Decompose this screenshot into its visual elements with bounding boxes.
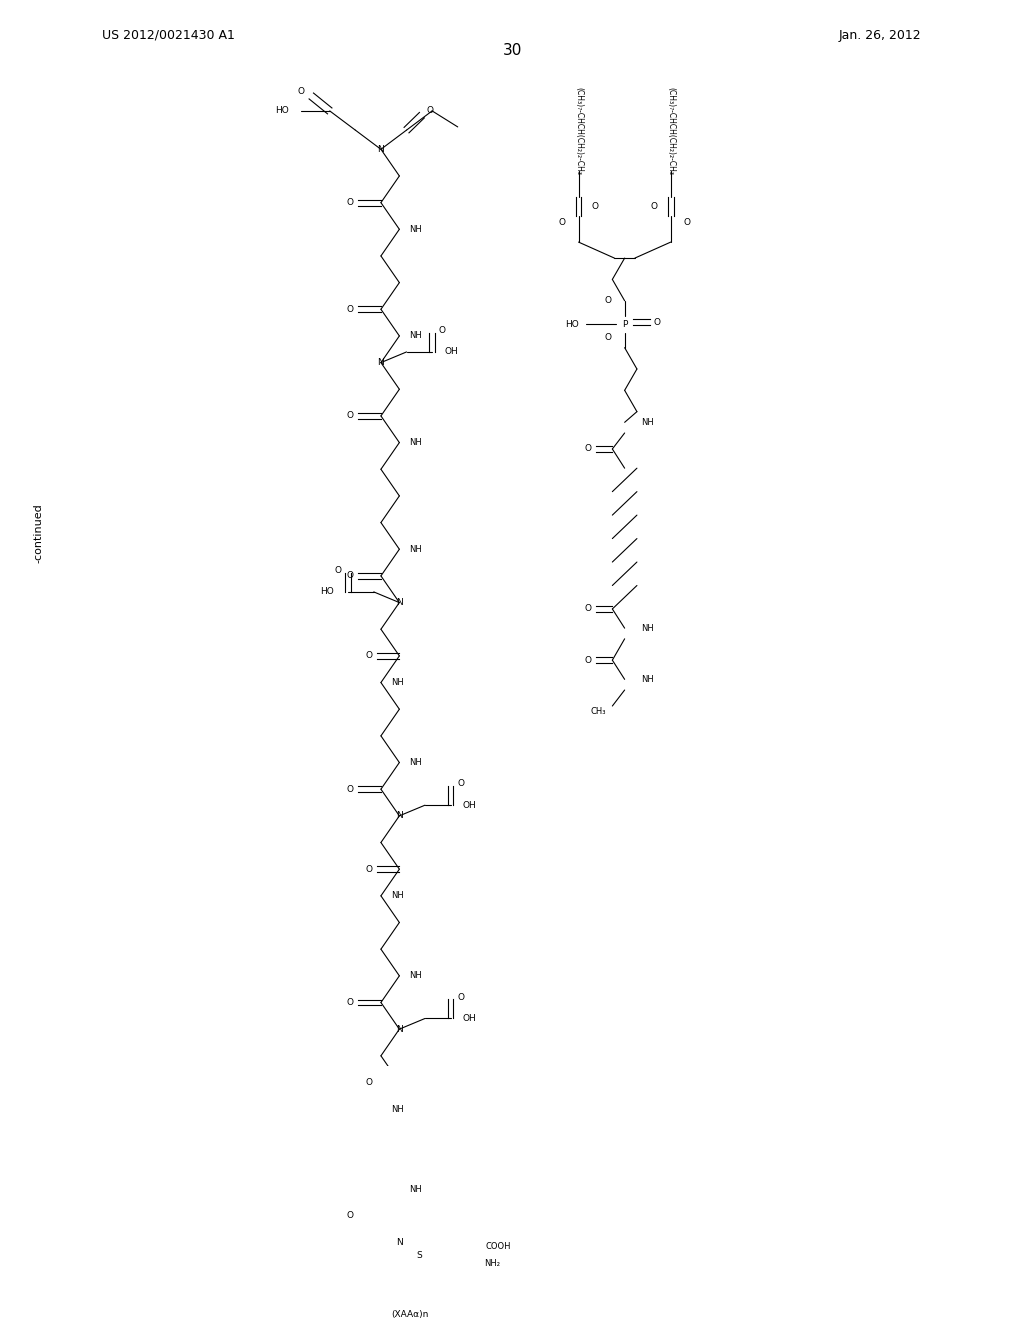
Text: NH₂: NH₂: [483, 1259, 500, 1269]
Text: O: O: [651, 202, 657, 211]
Text: S: S: [417, 1251, 422, 1261]
Text: -continued: -continued: [34, 503, 44, 564]
Text: O: O: [458, 779, 464, 788]
Text: NH: NH: [641, 623, 653, 632]
Text: O: O: [347, 1212, 353, 1220]
Text: O: O: [585, 656, 591, 665]
Text: O: O: [559, 218, 565, 227]
Text: CH₃: CH₃: [591, 706, 606, 715]
Text: N: N: [396, 1238, 402, 1247]
Text: HO: HO: [321, 587, 334, 597]
Text: HO: HO: [565, 319, 579, 329]
Text: O: O: [347, 412, 353, 421]
Text: O: O: [347, 198, 353, 207]
Text: NH: NH: [391, 678, 403, 686]
Text: N: N: [396, 598, 402, 607]
Text: (CH₃)₇-CHCH(CH₂)₂-CH₃: (CH₃)₇-CHCH(CH₂)₂-CH₃: [574, 87, 583, 176]
Text: NH: NH: [641, 675, 653, 684]
Text: N: N: [396, 1024, 402, 1034]
Text: (CH₃)₇-CHCH(CH₂)₂-CH₃: (CH₃)₇-CHCH(CH₂)₂-CH₃: [667, 87, 675, 176]
Text: Jan. 26, 2012: Jan. 26, 2012: [839, 29, 922, 42]
Text: O: O: [347, 998, 353, 1007]
Text: OH: OH: [444, 347, 458, 356]
Text: NH: NH: [410, 331, 422, 341]
Text: O: O: [592, 202, 598, 211]
Text: O: O: [605, 333, 611, 342]
Text: O: O: [366, 1078, 372, 1086]
Text: P: P: [622, 319, 628, 329]
Text: NH: NH: [410, 972, 422, 981]
Text: N: N: [378, 145, 384, 154]
Text: O: O: [366, 651, 372, 660]
Text: O: O: [585, 605, 591, 614]
Text: O: O: [605, 296, 611, 305]
Text: N: N: [396, 812, 402, 820]
Text: COOH: COOH: [485, 1242, 511, 1251]
Text: OH: OH: [463, 1014, 476, 1023]
Text: US 2012/0021430 A1: US 2012/0021430 A1: [102, 29, 236, 42]
Text: NH: NH: [410, 438, 422, 447]
Text: NH: NH: [410, 224, 422, 234]
Text: O: O: [585, 445, 591, 454]
Text: O: O: [335, 566, 341, 576]
Text: NH: NH: [391, 891, 403, 900]
Text: O: O: [347, 572, 353, 581]
Text: O: O: [439, 326, 445, 335]
Text: (XAAα)n: (XAAα)n: [391, 1311, 428, 1320]
Text: NH: NH: [391, 1105, 403, 1114]
Text: NH: NH: [410, 1184, 422, 1193]
Text: NH: NH: [410, 545, 422, 553]
Text: HO: HO: [275, 107, 289, 115]
Text: O: O: [684, 218, 690, 227]
Text: O: O: [458, 993, 464, 1002]
Text: O: O: [427, 107, 433, 115]
Text: 30: 30: [503, 42, 521, 58]
Text: O: O: [347, 305, 353, 314]
Text: N: N: [378, 358, 384, 367]
Text: NH: NH: [410, 758, 422, 767]
Text: O: O: [366, 865, 372, 874]
Text: OH: OH: [463, 801, 476, 809]
Text: NH: NH: [641, 418, 653, 426]
Text: O: O: [298, 87, 304, 96]
Text: O: O: [654, 318, 660, 326]
Text: O: O: [347, 784, 353, 793]
